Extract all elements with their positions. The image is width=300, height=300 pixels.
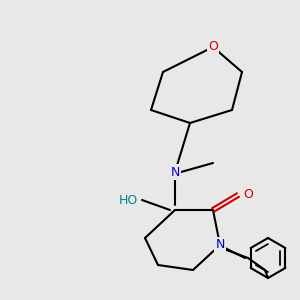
Text: HO: HO [118,194,138,206]
Text: O: O [208,40,218,53]
Text: N: N [215,238,225,251]
Text: O: O [243,188,253,202]
Text: N: N [170,166,180,178]
